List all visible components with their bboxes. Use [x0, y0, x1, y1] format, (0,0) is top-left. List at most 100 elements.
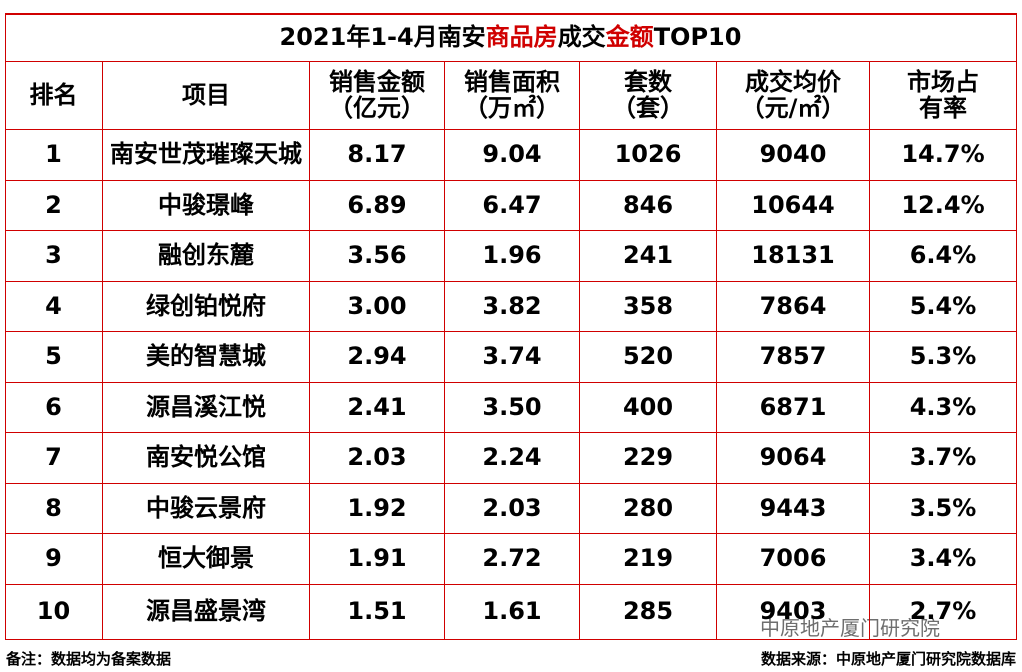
table-cell: 241	[580, 231, 717, 282]
table-cell: 9064	[717, 433, 870, 484]
table-cell: 中骏璟峰	[103, 180, 310, 231]
table-cell: 5.4%	[870, 281, 1017, 332]
header-cell: 项目	[103, 62, 310, 130]
header-cell: 市场占 有率	[870, 62, 1017, 130]
header-line: 有率	[919, 93, 967, 122]
header-line: 销售面积	[464, 68, 560, 97]
header-line: 排名	[29, 80, 78, 109]
table-cell: 9	[5, 534, 103, 585]
title-part: TOP10	[653, 23, 742, 52]
title-part: 商品房	[485, 23, 558, 52]
table-cell: 10644	[717, 180, 870, 231]
table-cell: 229	[580, 433, 717, 484]
top-border	[5, 13, 1017, 15]
left-border	[5, 13, 6, 640]
table-cell: 2.7%	[870, 584, 1017, 640]
table-cell: 6	[5, 382, 103, 433]
source: 数据来源：中原地产厦门研究院数据库	[760, 650, 1016, 668]
header-line: 套数	[624, 68, 672, 97]
table-cell: 3.56	[310, 231, 445, 282]
table-cell: 7	[5, 433, 103, 484]
header-line: 项目	[182, 80, 230, 109]
table-cell: 中骏云景府	[103, 483, 310, 534]
table-cell: 3.82	[445, 281, 580, 332]
table-cell: 7006	[717, 534, 870, 585]
table-cell: 2.24	[445, 433, 580, 484]
table-cell: 3.5%	[870, 483, 1017, 534]
table-cell: 12.4%	[870, 180, 1017, 231]
table-cell: 18131	[717, 231, 870, 282]
table-cell: 2.72	[445, 534, 580, 585]
table-cell: 7857	[717, 332, 870, 383]
table-cell: 1.96	[445, 231, 580, 282]
table-cell: 8.17	[310, 130, 445, 181]
table-cell: 恒大御景	[103, 534, 310, 585]
table-cell: 7864	[717, 281, 870, 332]
header-line: （万㎡）	[464, 93, 560, 122]
table-cell: 10	[5, 584, 103, 640]
table-cell: 1026	[580, 130, 717, 181]
table-cell: 源昌溪江悦	[103, 382, 310, 433]
table-cell: 14.7%	[870, 130, 1017, 181]
table-cell: 6871	[717, 382, 870, 433]
table-cell: 3.74	[445, 332, 580, 383]
table-cell: 5	[5, 332, 103, 383]
table-cell: 6.89	[310, 180, 445, 231]
table-cell: 绿创铂悦府	[103, 281, 310, 332]
table-cell: 280	[580, 483, 717, 534]
header-cell: 销售金额 （亿元）	[310, 62, 445, 130]
table-cell: 南安悦公馆	[103, 433, 310, 484]
table-cell: 源昌盛景湾	[103, 584, 310, 640]
title-cell: 2021年1-4月南安 商品房 成交 金额 TOP10	[5, 15, 1017, 62]
table-cell: 1.61	[445, 584, 580, 640]
table-cell: 2.94	[310, 332, 445, 383]
table-cell: 1	[5, 130, 103, 181]
header-line: 销售金额	[329, 68, 425, 97]
table-cell: 846	[580, 180, 717, 231]
table-cell: 1.51	[310, 584, 445, 640]
table-cell: 3.50	[445, 382, 580, 433]
table-cell: 2.41	[310, 382, 445, 433]
header-line: （元/㎡）	[740, 93, 846, 122]
header-line: （套）	[612, 93, 684, 122]
table-cell: 358	[580, 281, 717, 332]
table-cell: 9040	[717, 130, 870, 181]
table-cell: 3.7%	[870, 433, 1017, 484]
table-cell: 南安世茂璀璨天城	[103, 130, 310, 181]
table-cell: 4.3%	[870, 382, 1017, 433]
table-cell: 400	[580, 382, 717, 433]
table-cell: 219	[580, 534, 717, 585]
title-part: 2021年1-4月南安	[279, 23, 486, 52]
table-cell: 8	[5, 483, 103, 534]
table-cell: 9443	[717, 483, 870, 534]
table-cell: 3.00	[310, 281, 445, 332]
header-cell: 排名	[5, 62, 103, 130]
table-cell: 1.91	[310, 534, 445, 585]
header-cell: 套数 （套）	[580, 62, 717, 130]
header-cell: 销售面积 （万㎡）	[445, 62, 580, 130]
table-cell: 6.4%	[870, 231, 1017, 282]
table-cell: 9403	[717, 584, 870, 640]
note: 备注：数据均为备案数据	[6, 650, 172, 668]
table-cell: 4	[5, 281, 103, 332]
table-cell: 9.04	[445, 130, 580, 181]
title-part: 成交	[557, 23, 606, 52]
title-part: 金额	[605, 23, 654, 52]
header-line: （亿元）	[329, 93, 425, 122]
watermark: 中原地产厦门研究院	[760, 616, 940, 640]
table-cell: 2.03	[310, 433, 445, 484]
header-cell: 成交均价 （元/㎡）	[717, 62, 870, 130]
header-line: 成交均价	[745, 68, 841, 97]
table-cell: 2	[5, 180, 103, 231]
table-cell: 3	[5, 231, 103, 282]
header-line: 市场占	[907, 68, 979, 97]
table-cell: 3.4%	[870, 534, 1017, 585]
table-cell: 2.03	[445, 483, 580, 534]
table-cell: 285	[580, 584, 717, 640]
table-cell: 5.3%	[870, 332, 1017, 383]
table-cell: 520	[580, 332, 717, 383]
table-cell: 美的智慧城	[103, 332, 310, 383]
table-cell: 融创东麓	[103, 231, 310, 282]
table-cell: 1.92	[310, 483, 445, 534]
